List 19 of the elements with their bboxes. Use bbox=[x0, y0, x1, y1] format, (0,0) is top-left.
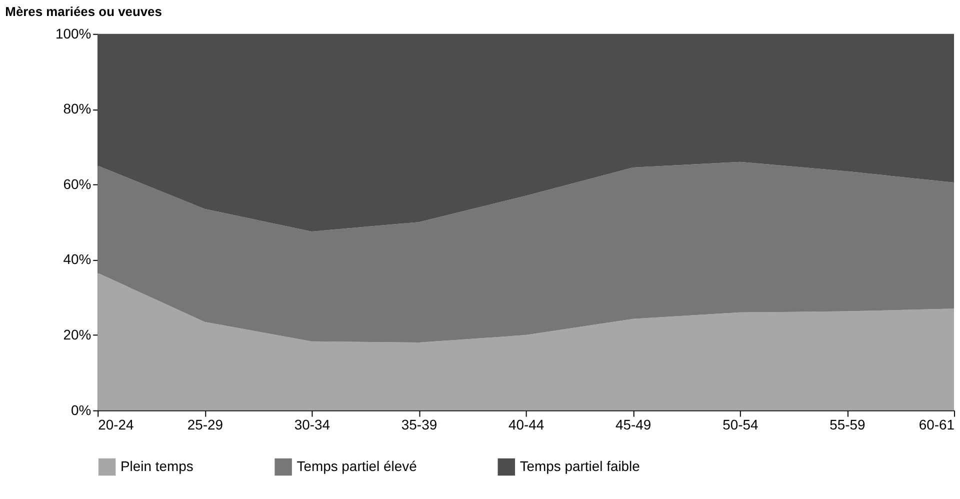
legend-label: Temps partiel faible bbox=[520, 458, 640, 474]
x-tick-label: 20-24 bbox=[98, 416, 134, 433]
x-tick-label: 35-39 bbox=[401, 416, 438, 433]
x-tick-label: 50-54 bbox=[722, 416, 758, 433]
y-tick-label: 80% bbox=[63, 100, 92, 117]
y-tick-label: 60% bbox=[63, 176, 92, 192]
x-tick-label: 60-61 bbox=[918, 416, 955, 433]
y-tick-label: 20% bbox=[63, 326, 92, 342]
y-tick-label: 0% bbox=[70, 402, 92, 418]
legend-label: Temps partiel élevé bbox=[296, 458, 418, 474]
x-tick-label: 25-29 bbox=[187, 416, 224, 433]
x-tick-label: 40-44 bbox=[508, 416, 544, 433]
x-tick-label: 55-59 bbox=[830, 416, 866, 433]
chart-title: Mères mariées ou veuves bbox=[5, 4, 162, 19]
x-tick-label: 45-49 bbox=[616, 416, 652, 433]
y-tick-label: 100% bbox=[55, 25, 92, 42]
x-tick-label: 30-34 bbox=[294, 416, 330, 433]
legend-label: Plein temps bbox=[120, 458, 194, 474]
y-tick-label: 40% bbox=[63, 251, 92, 268]
